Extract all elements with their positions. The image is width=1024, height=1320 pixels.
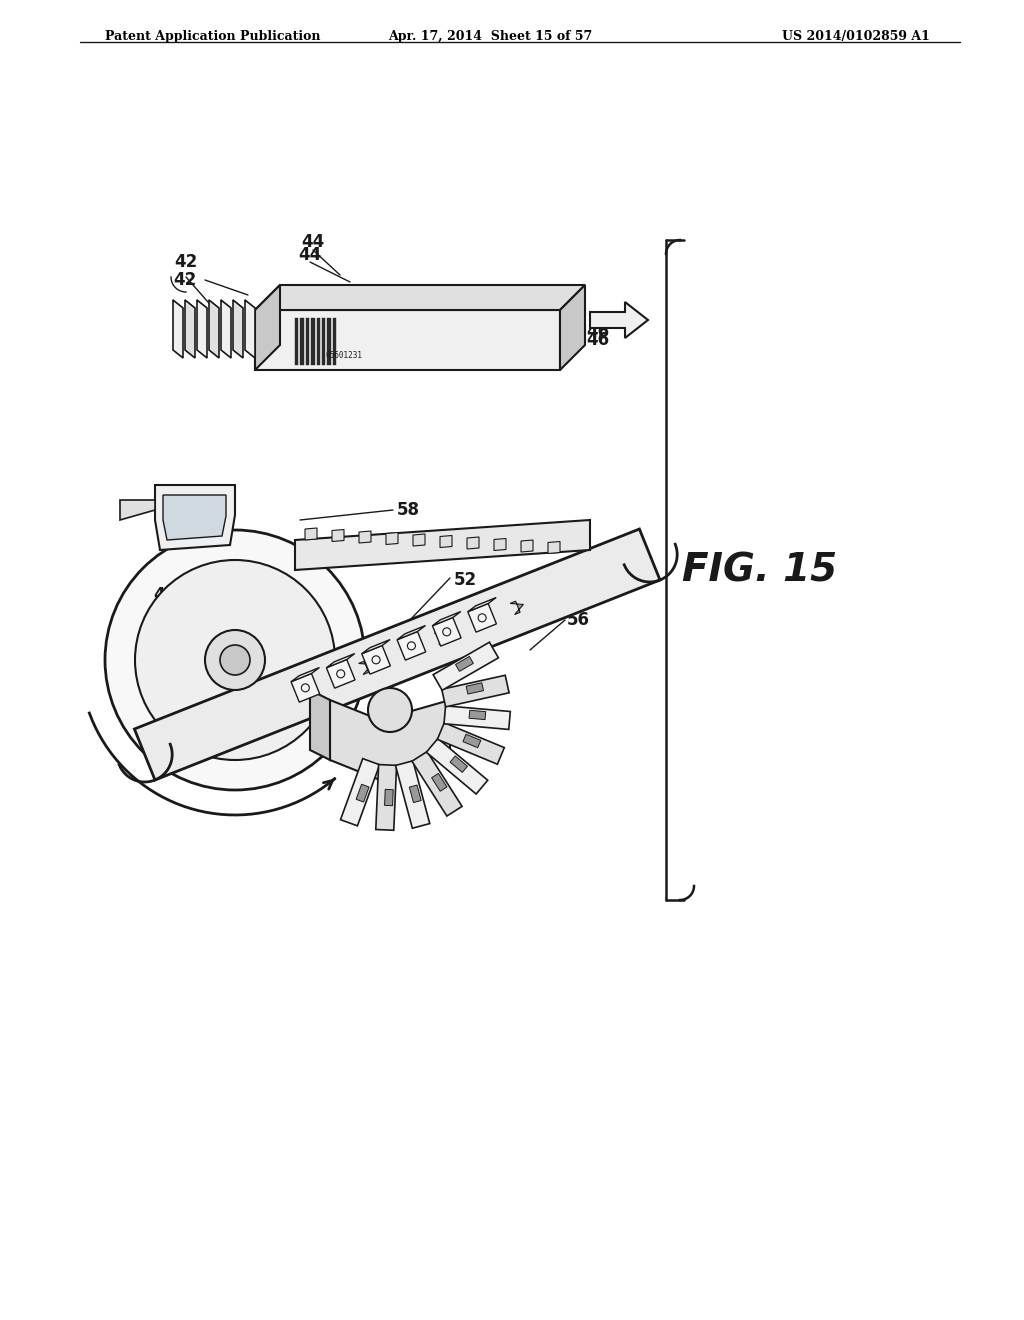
Polygon shape [466, 682, 483, 694]
Text: FIG. 15: FIG. 15 [682, 550, 838, 589]
Polygon shape [397, 631, 426, 660]
Polygon shape [291, 673, 319, 702]
Polygon shape [440, 536, 452, 548]
Polygon shape [494, 539, 506, 550]
Polygon shape [590, 302, 648, 338]
Polygon shape [468, 598, 497, 611]
Polygon shape [255, 285, 280, 370]
Polygon shape [327, 660, 355, 688]
Polygon shape [359, 531, 371, 543]
Polygon shape [548, 541, 560, 553]
Polygon shape [317, 318, 319, 366]
Polygon shape [120, 500, 155, 520]
Polygon shape [185, 300, 195, 358]
Polygon shape [221, 300, 231, 358]
Polygon shape [413, 535, 425, 546]
Text: 50: 50 [188, 651, 212, 669]
Polygon shape [209, 300, 219, 358]
Text: 58: 58 [396, 502, 420, 519]
Text: 44: 44 [298, 246, 322, 264]
Polygon shape [469, 710, 485, 719]
Polygon shape [155, 484, 234, 550]
Circle shape [220, 645, 250, 675]
Polygon shape [311, 318, 315, 366]
Polygon shape [468, 603, 497, 632]
Polygon shape [385, 789, 393, 805]
Polygon shape [295, 520, 590, 570]
Polygon shape [332, 529, 344, 541]
Polygon shape [432, 618, 461, 647]
Polygon shape [327, 653, 354, 668]
Polygon shape [361, 639, 390, 653]
Polygon shape [410, 785, 421, 803]
Text: 05601231: 05601231 [325, 351, 362, 360]
Polygon shape [295, 318, 298, 366]
Polygon shape [432, 611, 461, 626]
Polygon shape [310, 690, 330, 760]
Polygon shape [322, 318, 325, 366]
Text: 46: 46 [587, 323, 609, 341]
Text: 46: 46 [587, 331, 609, 348]
Polygon shape [441, 676, 509, 708]
Text: 56: 56 [566, 611, 590, 630]
Text: 44: 44 [301, 234, 325, 251]
Polygon shape [327, 318, 331, 366]
Polygon shape [437, 723, 504, 764]
Polygon shape [397, 626, 426, 640]
Polygon shape [376, 764, 396, 830]
Circle shape [205, 630, 265, 690]
Polygon shape [426, 738, 487, 795]
Polygon shape [173, 300, 183, 358]
Polygon shape [463, 734, 481, 747]
Polygon shape [467, 537, 479, 549]
Polygon shape [197, 300, 207, 358]
Polygon shape [306, 318, 309, 366]
Text: 42: 42 [173, 271, 197, 289]
Circle shape [368, 688, 412, 733]
Text: 52: 52 [454, 572, 476, 589]
Polygon shape [361, 645, 390, 675]
Polygon shape [255, 310, 560, 370]
Text: 42: 42 [174, 253, 198, 271]
Polygon shape [358, 661, 372, 675]
Polygon shape [510, 601, 523, 615]
Text: Apr. 17, 2014  Sheet 15 of 57: Apr. 17, 2014 Sheet 15 of 57 [388, 30, 592, 44]
Polygon shape [305, 528, 317, 540]
Text: US 2014/0102859 A1: US 2014/0102859 A1 [782, 30, 930, 44]
Polygon shape [386, 532, 398, 544]
Text: 54: 54 [443, 531, 467, 549]
Polygon shape [356, 784, 369, 803]
Text: Patent Application Publication: Patent Application Publication [105, 30, 321, 44]
Polygon shape [341, 759, 380, 826]
Polygon shape [451, 756, 468, 772]
Polygon shape [395, 760, 430, 828]
Polygon shape [434, 631, 447, 644]
Polygon shape [412, 751, 462, 816]
Polygon shape [521, 540, 534, 552]
Polygon shape [233, 300, 243, 358]
Polygon shape [456, 656, 473, 672]
Polygon shape [330, 700, 450, 780]
Polygon shape [433, 643, 499, 690]
Polygon shape [333, 318, 336, 366]
Circle shape [135, 560, 335, 760]
Polygon shape [163, 495, 226, 540]
Polygon shape [432, 774, 446, 791]
Polygon shape [134, 529, 660, 780]
Text: 48: 48 [154, 586, 176, 605]
Polygon shape [560, 285, 585, 370]
Polygon shape [245, 300, 255, 358]
Polygon shape [444, 706, 510, 730]
Polygon shape [300, 318, 304, 366]
Polygon shape [291, 668, 319, 681]
Circle shape [105, 531, 365, 789]
Polygon shape [255, 285, 585, 310]
